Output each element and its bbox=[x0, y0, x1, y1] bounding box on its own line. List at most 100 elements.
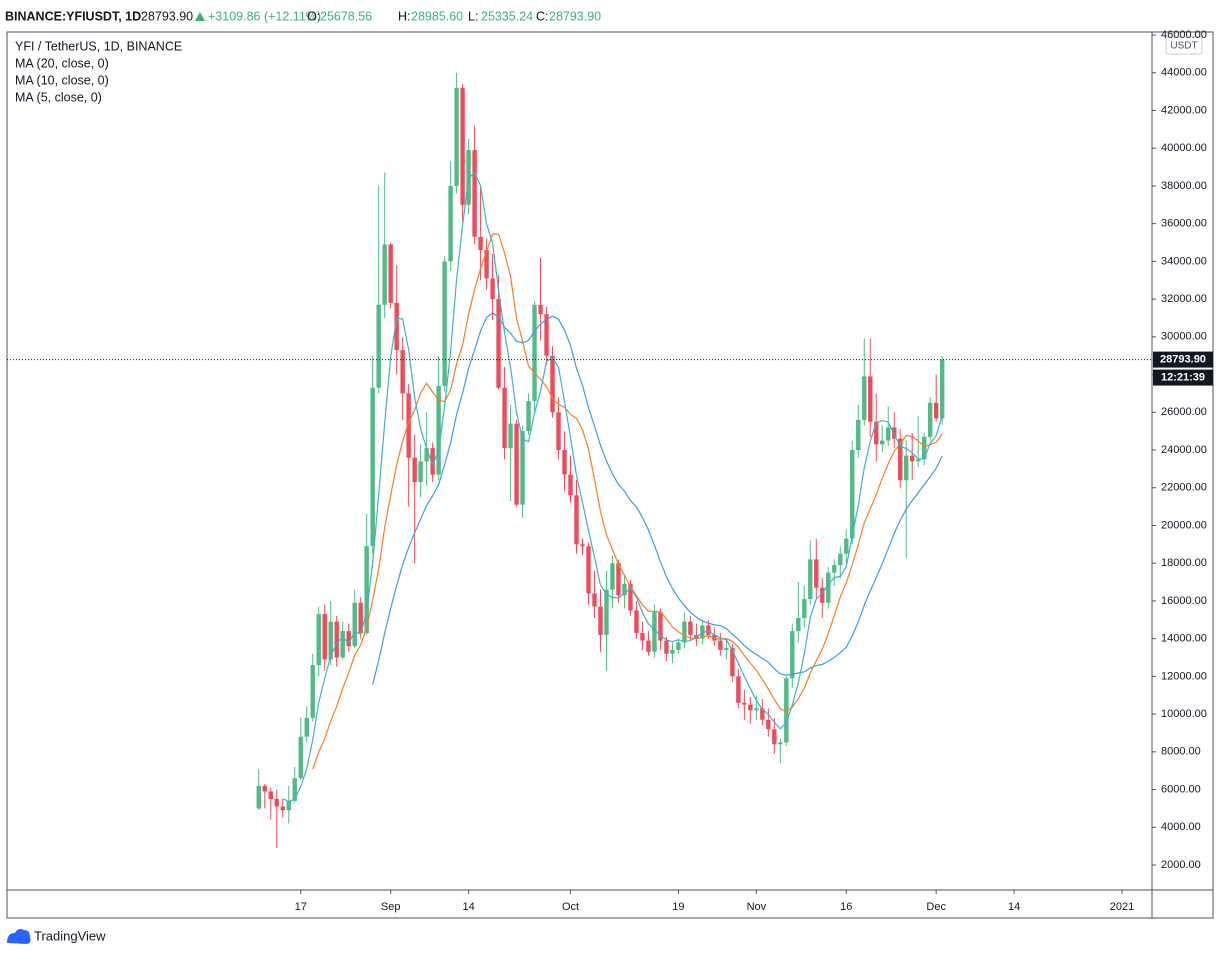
candle-body bbox=[484, 250, 489, 279]
y-tick-label: 6000.00 bbox=[1161, 783, 1201, 795]
candle-body bbox=[316, 614, 321, 666]
legend-entry: MA (5, close, 0) bbox=[15, 90, 102, 104]
last-price: 28793.90 bbox=[141, 9, 193, 23]
x-tick-label: 14 bbox=[462, 901, 474, 913]
candle-body bbox=[400, 350, 405, 394]
last-price-label: 28793.90 bbox=[1160, 353, 1206, 365]
candle-body bbox=[736, 676, 741, 703]
ohlc-value: 25678.56 bbox=[320, 9, 372, 23]
y-tick-label: 38000.00 bbox=[1161, 180, 1207, 192]
candle-body bbox=[658, 612, 663, 641]
candle-body bbox=[766, 719, 771, 730]
candle-body bbox=[304, 717, 309, 737]
candle-body bbox=[682, 621, 687, 643]
brand-name[interactable]: TradingView bbox=[34, 928, 106, 943]
candle-body bbox=[622, 583, 627, 596]
candle-body bbox=[898, 438, 903, 481]
candle-body bbox=[586, 546, 591, 594]
candle-body bbox=[580, 544, 585, 547]
candle-body bbox=[760, 708, 765, 720]
candle-body bbox=[346, 631, 351, 647]
ohlc-value: 28985.60 bbox=[411, 9, 463, 23]
candle-body bbox=[616, 563, 621, 596]
candle-body bbox=[664, 640, 669, 654]
ohlc-value: 28793.90 bbox=[549, 9, 601, 23]
candle-body bbox=[340, 631, 345, 658]
candle-body bbox=[418, 461, 423, 483]
price-change: +3109.86 (+12.11%) bbox=[208, 9, 321, 23]
candle-body bbox=[844, 538, 849, 554]
currency-button[interactable] bbox=[1165, 36, 1203, 55]
candle-body bbox=[772, 729, 777, 745]
candle-body bbox=[562, 450, 567, 475]
candle-body bbox=[454, 87, 459, 186]
currency-label[interactable]: USDT bbox=[1170, 41, 1197, 52]
candle-body bbox=[262, 785, 267, 792]
candle-body bbox=[868, 376, 873, 422]
y-tick-label: 26000.00 bbox=[1161, 406, 1207, 418]
candle-body bbox=[814, 559, 819, 588]
candle-body bbox=[939, 359, 945, 419]
symbol: BINANCE:YFIUSDT, 1D bbox=[5, 9, 141, 23]
y-tick-label: 36000.00 bbox=[1161, 218, 1207, 230]
candle-body bbox=[280, 806, 285, 811]
candle-body bbox=[502, 387, 507, 449]
candle-body bbox=[556, 412, 561, 451]
countdown-box bbox=[1153, 369, 1213, 386]
x-tick-label: 14 bbox=[1008, 901, 1020, 913]
candle-body bbox=[292, 778, 297, 801]
ohlc-label: H: bbox=[398, 9, 411, 23]
candle-body bbox=[274, 798, 279, 807]
candle-body bbox=[796, 617, 801, 632]
y-tick-label: 44000.00 bbox=[1161, 67, 1207, 79]
candle-body bbox=[604, 589, 609, 635]
candle-body bbox=[927, 402, 933, 437]
candle-body bbox=[496, 299, 501, 388]
candle-body bbox=[802, 599, 807, 618]
moving-average-line bbox=[372, 312, 943, 685]
candle-body bbox=[933, 402, 939, 419]
candle-body bbox=[376, 304, 381, 388]
candle-body bbox=[298, 736, 303, 779]
y-tick-label: 10000.00 bbox=[1161, 708, 1207, 720]
candle-body bbox=[874, 421, 879, 445]
candle-body bbox=[520, 431, 525, 505]
candle-body bbox=[598, 606, 603, 635]
candle-body bbox=[568, 474, 573, 496]
ohlc-value: 25335.24 bbox=[481, 9, 533, 23]
ohlc-label: C: bbox=[536, 9, 549, 23]
y-tick-label: 32000.00 bbox=[1161, 293, 1207, 305]
candle-body bbox=[574, 495, 579, 545]
y-tick-label: 22000.00 bbox=[1161, 482, 1207, 494]
y-tick-label: 4000.00 bbox=[1161, 821, 1201, 833]
candle-body bbox=[778, 742, 783, 745]
candle-body bbox=[820, 587, 825, 603]
candle-body bbox=[610, 563, 615, 590]
y-tick-label: 42000.00 bbox=[1161, 104, 1207, 116]
candle-body bbox=[328, 621, 333, 660]
candle-body bbox=[424, 448, 429, 462]
x-tick-label: 16 bbox=[840, 901, 852, 913]
candle-body bbox=[532, 304, 537, 401]
y-tick-label: 20000.00 bbox=[1161, 519, 1207, 531]
candle-body bbox=[628, 583, 633, 611]
candle-body bbox=[514, 423, 519, 505]
candle-body bbox=[460, 87, 465, 205]
candle-body bbox=[892, 427, 897, 439]
y-tick-label: 16000.00 bbox=[1161, 595, 1207, 607]
candle-body bbox=[826, 572, 831, 603]
candle-body bbox=[706, 625, 711, 635]
ohlc-label: L: bbox=[468, 9, 478, 23]
up-arrow-icon bbox=[195, 12, 205, 21]
brand-logo[interactable] bbox=[7, 929, 31, 944]
y-tick-label: 14000.00 bbox=[1161, 633, 1207, 645]
candle-body bbox=[472, 150, 477, 237]
candle-body bbox=[334, 621, 339, 658]
candle-body bbox=[526, 400, 531, 432]
candle-body bbox=[838, 553, 843, 566]
candle-body bbox=[676, 642, 681, 650]
candle-body bbox=[544, 314, 549, 356]
candle-body bbox=[412, 457, 417, 483]
candle-body bbox=[490, 278, 495, 300]
